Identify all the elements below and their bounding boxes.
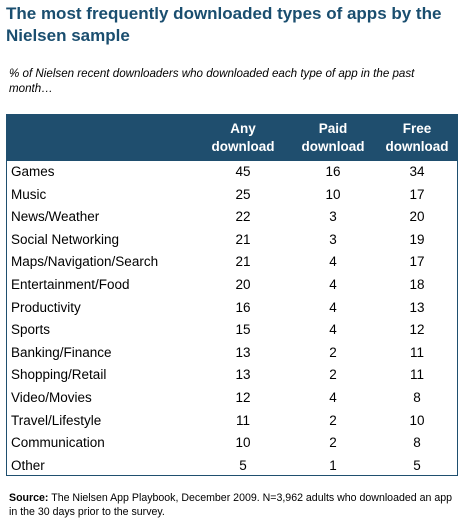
- any-download-value: 45: [235, 164, 251, 179]
- paid-download-value: 4: [329, 276, 337, 292]
- free-download-value: 17: [409, 186, 425, 202]
- paid-download-value: 4: [329, 299, 337, 315]
- any-download-value: 11: [235, 412, 250, 428]
- source-note: Source: The Nielsen App Playbook, Decemb…: [9, 491, 454, 519]
- paid-download-value: 3: [329, 231, 337, 247]
- chart-title: The most frequently downloaded types of …: [6, 4, 442, 45]
- free-download-value: 8: [413, 435, 421, 451]
- free-download-value: 11: [409, 344, 424, 360]
- table-header: Any download Paid download Free download: [7, 115, 457, 161]
- row-category-label: Sports: [11, 322, 51, 338]
- paid-download-value: 2: [329, 412, 337, 428]
- table-row: Video/Movies 12 4 8: [7, 387, 457, 410]
- row-category-label: Productivity: [11, 299, 81, 315]
- free-download-value: 19: [409, 231, 425, 247]
- table-row: Maps/Navigation/Search 21 4 17: [7, 251, 457, 274]
- row-category-label: Travel/Lifestyle: [11, 412, 102, 428]
- free-download-value: 8: [413, 389, 421, 405]
- any-download-value: 16: [235, 299, 251, 315]
- free-download-value: 11: [409, 367, 424, 383]
- table-row: Other 5 1 5: [7, 455, 457, 478]
- row-category-label: Other: [11, 457, 45, 473]
- table-row: Travel/Lifestyle 11 2 10: [7, 410, 457, 433]
- paid-download-value: 2: [329, 344, 337, 360]
- chart-subtitle: % of Nielsen recent downloaders who down…: [9, 67, 415, 95]
- paid-download-value: 4: [329, 254, 337, 270]
- table-row: Sports 15 4 12: [7, 319, 457, 342]
- free-download-value: 13: [409, 299, 425, 315]
- any-download-value: 21: [235, 254, 251, 270]
- paid-download-value: 2: [329, 435, 337, 451]
- free-download-value: 20: [409, 209, 425, 225]
- free-download-value: 10: [409, 412, 425, 428]
- row-category-label: Games: [11, 164, 55, 179]
- any-download-value: 21: [235, 231, 251, 247]
- table-row: News/Weather 22 3 20: [7, 206, 457, 229]
- table-row: Entertainment/Food 20 4 18: [7, 274, 457, 297]
- any-download-value: 22: [235, 209, 251, 225]
- table-body: Games 45 16 34 Music 25 10 17 News/Weather 22 3 20 S…: [7, 161, 457, 477]
- row-category-label: Communication: [11, 435, 105, 451]
- column-header-any-download: Any download: [211, 121, 275, 154]
- column-header-free-download: Free download: [385, 121, 449, 154]
- paid-download-value: 16: [325, 164, 341, 179]
- table-row: Communication 10 2 8: [7, 432, 457, 455]
- row-category-label: Social Networking: [11, 231, 120, 247]
- free-download-value: 12: [409, 322, 425, 338]
- any-download-value: 10: [235, 435, 251, 451]
- column-header-paid-download: Paid download: [301, 121, 365, 154]
- free-download-value: 34: [409, 164, 425, 179]
- paid-download-value: 4: [329, 322, 337, 338]
- row-category-label: Music: [11, 186, 47, 202]
- paid-download-value: 10: [325, 186, 341, 202]
- any-download-value: 25: [235, 186, 251, 202]
- source-label: Source:: [9, 492, 49, 504]
- any-download-value: 12: [235, 389, 251, 405]
- table-row: Music 25 10 17: [7, 184, 457, 207]
- row-category-label: Entertainment/Food: [11, 276, 130, 292]
- row-category-label: Banking/Finance: [11, 344, 112, 360]
- paid-download-value: 3: [329, 209, 337, 225]
- table-row: Banking/Finance 13 2 11: [7, 342, 457, 365]
- row-category-label: News/Weather: [11, 209, 100, 225]
- any-download-value: 15: [235, 322, 251, 338]
- data-table: Any download Paid download Free download…: [6, 114, 458, 476]
- row-category-label: Maps/Navigation/Search: [11, 254, 159, 270]
- any-download-value: 13: [235, 367, 251, 383]
- table-row: Games 45 16 34: [7, 161, 457, 184]
- table-row: Social Networking 21 3 19: [7, 229, 457, 252]
- source-text: The Nielsen App Playbook, December 2009.…: [9, 492, 452, 518]
- paid-download-value: 1: [329, 457, 337, 473]
- table-row: Productivity 16 4 13: [7, 297, 457, 320]
- free-download-value: 18: [409, 276, 425, 292]
- any-download-value: 13: [235, 344, 251, 360]
- table-row: Shopping/Retail 13 2 11: [7, 364, 457, 387]
- paid-download-value: 4: [329, 389, 337, 405]
- free-download-value: 5: [413, 457, 421, 473]
- row-category-label: Shopping/Retail: [11, 367, 107, 383]
- any-download-value: 5: [239, 457, 247, 473]
- paid-download-value: 2: [329, 367, 337, 383]
- any-download-value: 20: [235, 276, 251, 292]
- row-category-label: Video/Movies: [11, 389, 92, 405]
- free-download-value: 17: [409, 254, 425, 270]
